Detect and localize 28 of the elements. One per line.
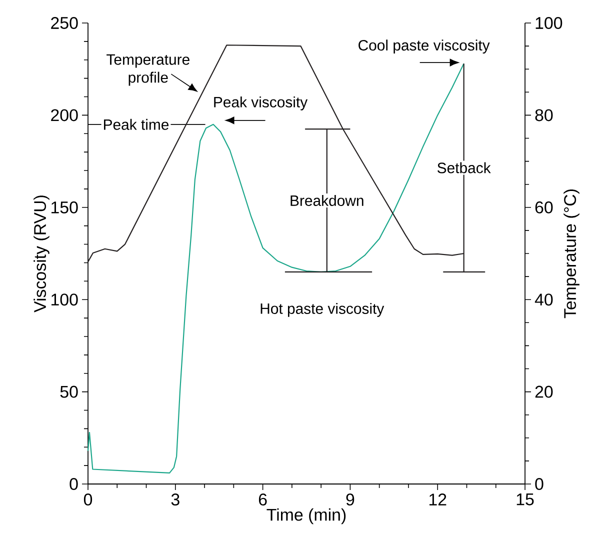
y2-tick-label: 100 xyxy=(536,16,562,29)
y-tick-label: 100 xyxy=(52,294,78,306)
annotation: Breakdown xyxy=(290,194,364,206)
y2-tick-label: 0 xyxy=(535,478,544,490)
annotation: Peak viscosity xyxy=(214,96,308,110)
x-tick-label: 15 xyxy=(516,494,534,506)
y2-tick-label: 80 xyxy=(535,109,553,122)
annotation: Setback xyxy=(438,162,491,174)
y2-tick-label: 20 xyxy=(535,386,553,398)
x-tick-label: 9 xyxy=(346,494,354,506)
y2-tick-label: 60 xyxy=(535,201,553,214)
y-tick-label: 250 xyxy=(51,17,78,29)
y-tick-label: 0 xyxy=(70,478,78,490)
y2-axis-title: Temperature (°C) xyxy=(564,190,580,318)
x-tick-label: 3 xyxy=(171,494,180,506)
annotation: Temperature profile xyxy=(106,54,190,86)
annotation: Hot paste viscosity xyxy=(260,302,384,317)
y2-tick-label: 40 xyxy=(534,294,553,306)
x-tick-label: 12 xyxy=(429,494,446,506)
y-tick-label: 200 xyxy=(51,109,78,122)
y-axis-title: Viscosity (RVU) xyxy=(34,196,50,312)
x-tick-label: 6 xyxy=(258,494,267,506)
y-tick-label: 50 xyxy=(60,386,78,398)
annotation: Cool paste viscosity xyxy=(358,40,490,54)
x-axis-title: Time (min) xyxy=(266,508,346,524)
annotation: Peak time xyxy=(104,118,169,130)
x-tick-label: 0 xyxy=(84,494,92,506)
y-tick-label: 150 xyxy=(52,201,78,214)
